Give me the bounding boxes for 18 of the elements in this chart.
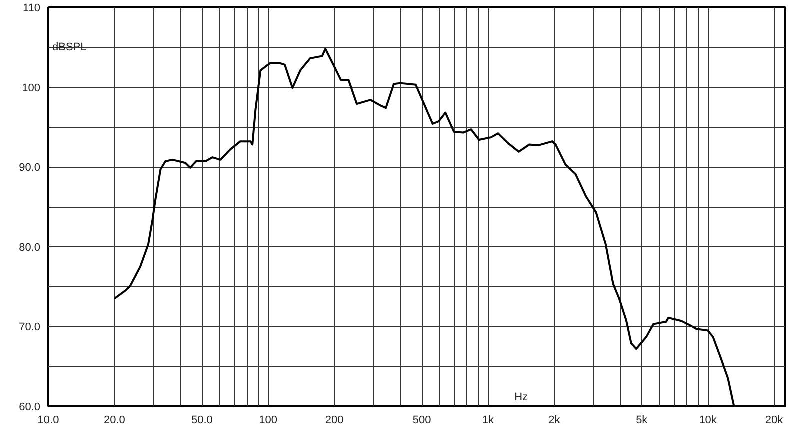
- y-tick-label: 90.0: [19, 162, 41, 174]
- x-tick-label: 5k: [636, 414, 648, 426]
- x-tick-label: 500: [412, 414, 432, 426]
- y-tick-label: 110: [22, 2, 41, 14]
- x-tick-label: 20k: [765, 414, 784, 426]
- x-tick-label: 2k: [548, 414, 561, 426]
- x-tick-label: 50.0: [191, 414, 213, 426]
- x-tick-label: 20.0: [104, 414, 126, 426]
- y-tick-label: 100: [22, 82, 41, 94]
- x-tick-label: 100: [259, 414, 278, 426]
- y-tick-label: 70.0: [19, 322, 41, 334]
- x-tick-label: 200: [325, 414, 344, 426]
- x-tick-label: 10.0: [38, 414, 60, 426]
- y-tick-label: 60.0: [19, 402, 41, 414]
- x-axis-title: Hz: [514, 392, 528, 404]
- y-tick-label: 80.0: [19, 242, 41, 254]
- x-tick-label: 10k: [699, 414, 718, 426]
- x-tick-label: 1k: [482, 414, 495, 426]
